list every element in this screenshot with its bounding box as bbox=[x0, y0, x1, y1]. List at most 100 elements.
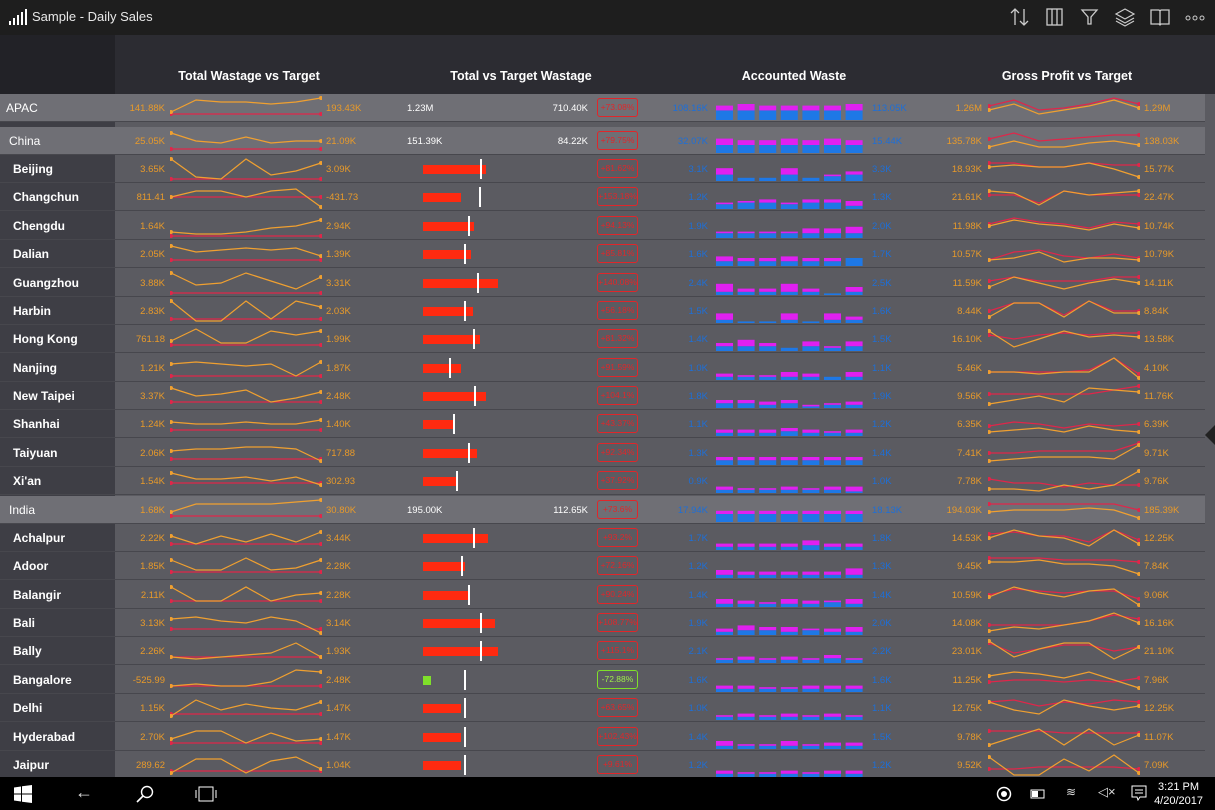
wastage-end-value: 30.80K bbox=[326, 504, 357, 516]
wastage-target-sparkline-endpoint bbox=[170, 233, 173, 238]
table-row[interactable]: Balangir 2.11K 2.28K +90.24% 1.4K 1.4K 10.59K 9… bbox=[0, 581, 1205, 609]
blue-bar bbox=[845, 110, 863, 120]
profit-sparkline-endpoint bbox=[1137, 770, 1140, 775]
accounted-waste-start: 17.94K bbox=[677, 504, 708, 516]
magenta-bar bbox=[824, 313, 841, 320]
wastage-sparkline-endpoint bbox=[170, 270, 173, 275]
table-row[interactable]: Bally 2.26K 1.93K +115.1% 2.1K 2.2K 23.01K 21.1… bbox=[0, 637, 1205, 666]
magenta-bar bbox=[824, 346, 841, 349]
blue-bar bbox=[802, 110, 820, 120]
windows-start-icon[interactable] bbox=[14, 785, 32, 803]
accounted-waste-end: 1.1K bbox=[872, 362, 892, 374]
wastage-sparkline-endpoint bbox=[170, 558, 173, 563]
wastage-sparkline-endpoint bbox=[319, 590, 322, 595]
profit-sparkline-endpoint bbox=[988, 108, 991, 112]
magenta-bar bbox=[824, 742, 841, 746]
blue-bar bbox=[716, 261, 733, 267]
table-row[interactable]: Taiyuan 2.06K 717.88 +92.34% 1.3K 1.4K 7.41K 9.… bbox=[0, 439, 1205, 467]
table-row[interactable]: Adoor 1.85K 2.28K +72.16% 1.2K 1.3K 9.45K 7.84K bbox=[0, 552, 1205, 581]
blue-bar bbox=[780, 459, 798, 465]
blue-bar bbox=[759, 513, 777, 522]
accounted-waste-end: 15.44K bbox=[872, 135, 903, 147]
profit-sparkline bbox=[988, 387, 1140, 407]
magenta-bar bbox=[845, 770, 863, 774]
table-row[interactable]: New Taipei 3.37K 2.48K +104.1% 1.8K 1.9K 9.56K… bbox=[0, 382, 1205, 411]
profit-target-sparkline-endpoint bbox=[1137, 483, 1140, 488]
wastage-end-value: 2.48K bbox=[326, 674, 351, 686]
blue-bar bbox=[824, 261, 841, 267]
accounted-waste-end: 1.4K bbox=[872, 589, 892, 601]
sort-icon[interactable] bbox=[1009, 7, 1031, 27]
table-row[interactable]: Achalpur 2.22K 3.44K +93.2% 1.7K 1.8K 14.53K 12… bbox=[0, 524, 1205, 552]
task-view-icon[interactable] bbox=[195, 786, 217, 802]
table-row[interactable]: Bali 3.13K 3.14K +108.77% 1.9K 2.0K 14.08K 16.1… bbox=[0, 609, 1205, 638]
table-row[interactable]: Chengdu 1.64K 2.94K +94.13% 1.9K 2.0K 11.98K 10… bbox=[0, 212, 1205, 240]
table-row[interactable]: Hong Kong 761.18 1.99K +81.32% 1.4K 1.5K 16.10… bbox=[0, 325, 1205, 354]
accounted-waste-bars bbox=[716, 256, 863, 267]
table-row[interactable]: Shanhai 1.24K 1.40K +43.37% 1.1K 1.2K 6.35K 6.3… bbox=[0, 410, 1205, 439]
column-title-accounted-waste[interactable]: Accounted Waste bbox=[741, 69, 847, 83]
wastage-target-sparkline-endpoint bbox=[319, 290, 322, 295]
wastage-sparkline bbox=[170, 529, 322, 545]
wifi-icon[interactable]: ≋ bbox=[1066, 785, 1077, 799]
profit-sparkline-endpoint bbox=[988, 165, 991, 169]
filter-icon[interactable] bbox=[1079, 7, 1101, 27]
table-row[interactable]: Changchun 811.41 -431.73 +153.18% 1.2K 1.3K 21… bbox=[0, 183, 1205, 212]
blue-bar bbox=[802, 575, 820, 579]
table-row[interactable]: India 1.68K 30.80K 195.00K 112.65K +73.6% 17.9… bbox=[0, 495, 1205, 524]
columns-icon[interactable] bbox=[1044, 7, 1066, 27]
wastage-sparkline-line bbox=[170, 557, 322, 571]
layers-icon[interactable] bbox=[1114, 7, 1136, 27]
accounted-waste-start: 32.07K bbox=[677, 135, 708, 147]
table-row[interactable]: Guangzhou 3.88K 3.31K +140.08% 2.4K 2.5K 11.59… bbox=[0, 269, 1205, 297]
column-title-wastage[interactable]: Total Wastage vs Target bbox=[178, 69, 320, 83]
magenta-bar bbox=[780, 713, 798, 718]
clock[interactable]: 3:21 PM 4/20/2017 bbox=[1154, 780, 1203, 808]
battery-icon[interactable] bbox=[1030, 788, 1046, 800]
wastage-sparkline bbox=[170, 130, 322, 144]
table-row[interactable]: Hyderabad 2.70K 1.47K +102.43% 1.4K 1.5K 9.78K… bbox=[0, 723, 1205, 751]
wastage-start-value: 1.24K bbox=[140, 419, 165, 431]
wastage-start-value: 25.05K bbox=[134, 135, 165, 147]
blue-bar bbox=[824, 546, 841, 550]
table-row[interactable]: Beijing 3.65K 3.09K +81.62% 3.1K 3.3K 18.93K 15… bbox=[0, 155, 1205, 183]
profit-sparkline-endpoint bbox=[1137, 469, 1140, 474]
wastage-sparkline-line bbox=[170, 616, 322, 634]
record-icon[interactable] bbox=[996, 786, 1012, 802]
wastage-target-sparkline bbox=[170, 316, 322, 321]
table-row[interactable]: Jaipur 289.62 1.04K +9.61% 1.2K 1.2K 9.52K 7.09… bbox=[0, 751, 1205, 779]
profit-target-sparkline-line bbox=[988, 332, 1139, 340]
wastage-sparkline-endpoint bbox=[170, 714, 173, 719]
variance-badge: +73.6% bbox=[597, 499, 638, 519]
table-row[interactable]: Dalian 2.05K 1.39K +85.81% 1.6K 1.7K 10.57K 10.… bbox=[0, 240, 1205, 269]
table-row[interactable]: Bangalore -525.99 2.48K -72.88% 1.6K 1.6K 11.2… bbox=[0, 666, 1205, 694]
notifications-icon[interactable] bbox=[1131, 785, 1147, 802]
blue-bar bbox=[845, 459, 863, 465]
magenta-bar bbox=[716, 168, 733, 175]
profit-target-sparkline bbox=[988, 556, 1140, 565]
accounted-waste-start: 2.4K bbox=[688, 277, 708, 289]
table-row[interactable]: Delhi 1.15K 1.47K +63.65% 1.0K 1.1K 12.75K 12.2… bbox=[0, 694, 1205, 723]
wastage-sparkline-endpoint bbox=[319, 529, 322, 534]
search-icon[interactable] bbox=[136, 785, 154, 803]
table-row[interactable]: Nanjing 1.21K 1.87K +91.59% 1.0K 1.1K 5.46K 4.1… bbox=[0, 354, 1205, 382]
table-row[interactable]: Xi'an 1.54K 302.93 +37.92% 0.9K 1.0K 7.78K 9.76… bbox=[0, 467, 1205, 496]
profit-target-sparkline-endpoint bbox=[988, 308, 991, 313]
table-row[interactable]: Harbin 2.83K 2.03K +56.18% 1.5K 1.6K 8.44K 8.84… bbox=[0, 297, 1205, 325]
accounted-waste-start: 108.16K bbox=[672, 103, 708, 114]
target-value: 84.22K bbox=[557, 135, 588, 147]
magenta-bar bbox=[737, 571, 755, 576]
magenta-bar bbox=[716, 373, 733, 377]
column-title-total-vs-target[interactable]: Total vs Target Wastage bbox=[450, 69, 592, 83]
book-icon[interactable] bbox=[1149, 7, 1171, 27]
wastage-sparkline-endpoint bbox=[319, 631, 322, 636]
table-row[interactable]: APAC 141.88K 193.43K 1.23M 710.40K +73.08% 108… bbox=[0, 94, 1205, 122]
blue-bar bbox=[802, 545, 820, 550]
side-panel-handle[interactable] bbox=[1205, 425, 1215, 445]
accounted-waste-start: 1.4K bbox=[688, 334, 708, 346]
column-title-gross-profit[interactable]: Gross Profit vs Target bbox=[1001, 69, 1133, 83]
back-icon[interactable]: ← bbox=[75, 782, 93, 802]
volume-muted-icon[interactable]: ◁× bbox=[1098, 784, 1116, 799]
more-icon[interactable] bbox=[1184, 7, 1206, 27]
table-row[interactable]: China 25.05K 21.09K 151.39K 84.22K +79.75% 32.… bbox=[0, 126, 1205, 155]
